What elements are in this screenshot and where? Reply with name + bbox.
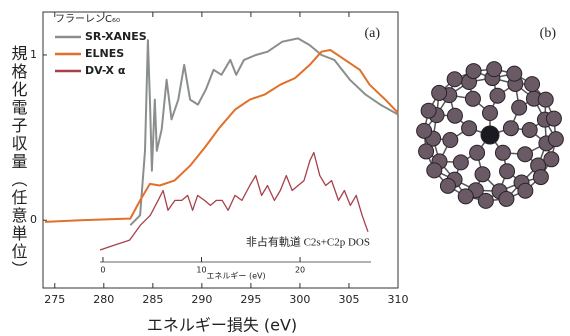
atom — [475, 167, 490, 182]
atom — [432, 85, 447, 100]
legend-title: フラーレンC₆₀ — [55, 13, 120, 25]
atom — [465, 91, 480, 106]
atom — [458, 189, 473, 204]
atom — [427, 163, 442, 178]
atom — [447, 108, 462, 123]
atom — [499, 191, 514, 206]
y-tick-label: 1 — [30, 48, 37, 61]
atom — [525, 77, 540, 92]
atom — [466, 64, 481, 79]
x-tick-label: 285 — [142, 293, 163, 306]
x-tick-label: 295 — [240, 293, 261, 306]
atom — [483, 106, 498, 121]
atom — [495, 145, 510, 160]
atom — [417, 123, 432, 138]
atom — [512, 100, 527, 115]
atom — [462, 121, 477, 136]
atom — [453, 155, 468, 170]
chart: (a) (b) 規格化電子収量（任意単位） エネルギー損失 (eV) フラーレン… — [0, 0, 570, 336]
atom — [518, 147, 533, 162]
atom — [500, 164, 515, 179]
inset-axis-label: エネルギー (eV) — [206, 272, 265, 281]
atom — [548, 132, 563, 147]
atom — [518, 183, 533, 198]
atom — [447, 72, 462, 87]
inset-tick-label: 20 — [295, 266, 305, 275]
atom — [503, 121, 518, 136]
x-tick-label: 310 — [388, 293, 409, 306]
atom — [481, 126, 499, 144]
atom — [490, 88, 505, 103]
atom — [470, 145, 485, 160]
atom — [421, 103, 436, 118]
atom — [538, 92, 553, 107]
atom — [478, 193, 493, 208]
inset-tick-label: 0 — [100, 266, 105, 275]
panel-label: (b) — [540, 26, 557, 41]
x-tick-label: 305 — [338, 293, 359, 306]
legend-label: SR-XANES — [85, 30, 147, 43]
atom — [419, 144, 434, 159]
atom — [487, 62, 502, 77]
legend-label: ELNES — [85, 47, 124, 60]
y-axis-label: 規格化電子収量（任意単位） — [9, 45, 28, 279]
x-tick-label: 275 — [44, 293, 65, 306]
atom — [507, 66, 522, 81]
x-tick-label: 300 — [289, 293, 310, 306]
atom — [440, 178, 455, 193]
x-tick-label: 280 — [93, 293, 114, 306]
atom — [522, 122, 537, 137]
atom — [544, 152, 559, 167]
inset-tick-label: 10 — [196, 266, 206, 275]
x-tick-label: 290 — [191, 293, 212, 306]
inset-label: 非占有軌道 C2s+C2p DOS — [246, 235, 370, 249]
atom — [443, 133, 458, 148]
atom — [533, 170, 548, 185]
legend-label: DV-X α — [85, 64, 126, 77]
panel-label: (a) — [364, 26, 380, 41]
atom — [546, 111, 561, 126]
y-tick-label: 0 — [30, 213, 37, 226]
x-axis-label: エネルギー損失 (eV) — [147, 316, 297, 335]
